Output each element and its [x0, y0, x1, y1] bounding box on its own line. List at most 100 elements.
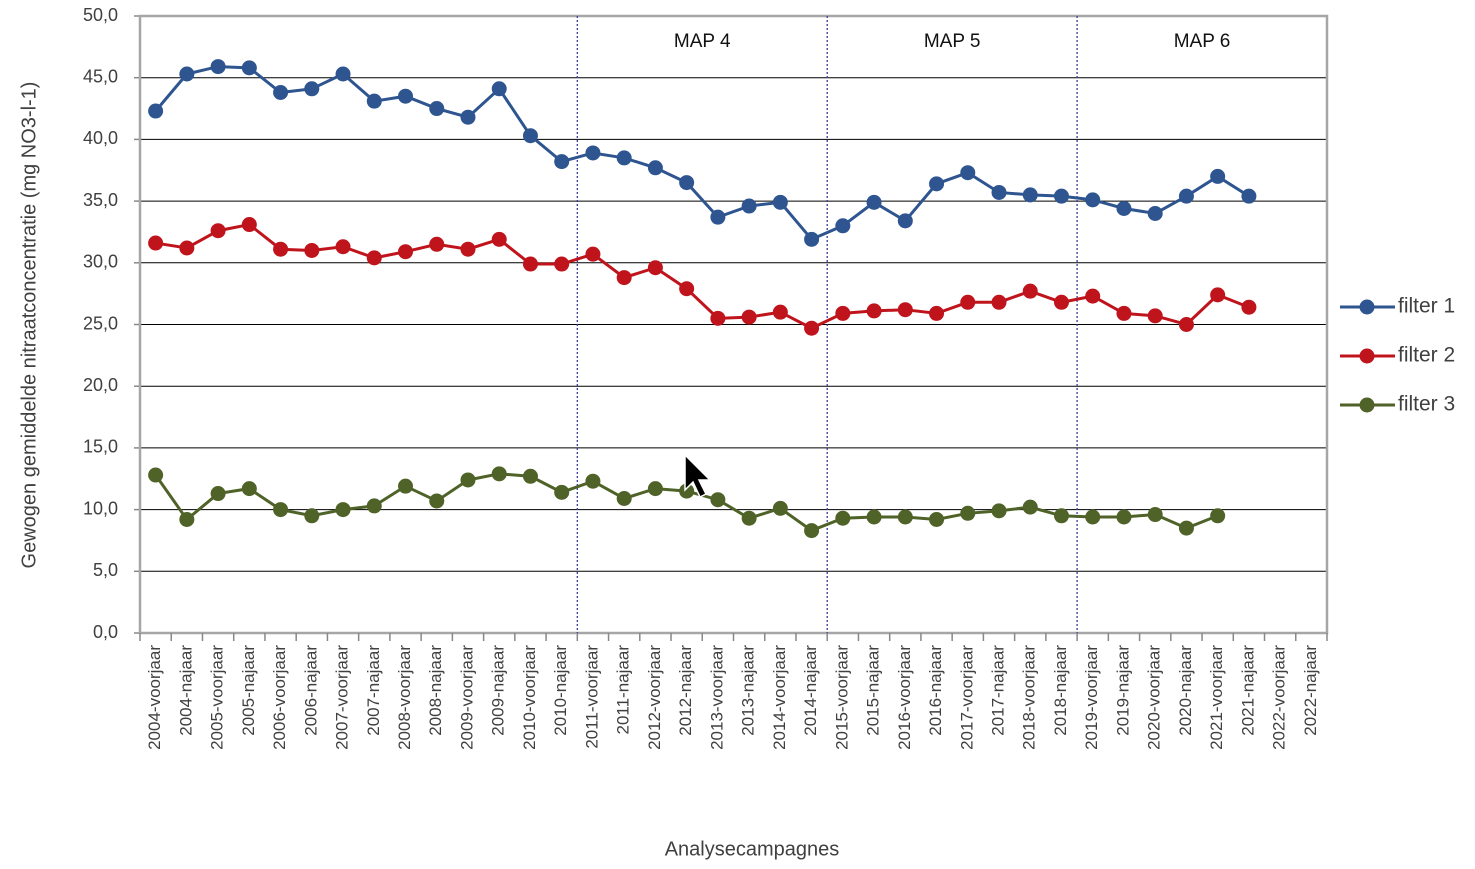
- data-point: [835, 305, 851, 321]
- x-tick-label: 2012-voorjaar: [645, 645, 664, 750]
- data-point: [1116, 305, 1132, 321]
- data-point: [710, 209, 726, 225]
- data-point: [647, 481, 663, 497]
- data-point: [585, 473, 601, 489]
- legend-label: filter 2: [1398, 344, 1455, 367]
- y-tick-label: 25,0: [83, 313, 118, 333]
- data-point: [647, 160, 663, 176]
- data-point: [210, 59, 226, 75]
- data-point: [1022, 499, 1038, 515]
- x-tick-label: 2008-voorjaar: [395, 645, 414, 750]
- data-point: [866, 303, 882, 319]
- data-point: [1241, 299, 1257, 315]
- data-point: [241, 60, 257, 76]
- x-tick-label: 2007-voorjaar: [333, 645, 352, 750]
- x-tick-label: 2008-najaar: [426, 645, 445, 736]
- y-tick-label: 0,0: [93, 622, 118, 642]
- data-point: [929, 511, 945, 527]
- x-tick-label: 2005-najaar: [239, 645, 258, 736]
- y-tick-label: 45,0: [83, 66, 118, 86]
- legend-marker: [1359, 299, 1375, 315]
- data-point: [1241, 188, 1257, 204]
- x-tick-label: 2004-voorjaar: [145, 645, 164, 750]
- data-point: [1178, 188, 1194, 204]
- x-tick-label: 2016-voorjaar: [895, 645, 914, 750]
- data-point: [772, 500, 788, 516]
- data-point: [960, 294, 976, 310]
- data-point: [460, 109, 476, 125]
- data-point: [710, 492, 726, 508]
- data-point: [1178, 520, 1194, 536]
- period-label: MAP 5: [924, 31, 981, 52]
- data-point: [335, 239, 351, 255]
- data-point: [960, 505, 976, 521]
- y-tick-label: 50,0: [83, 5, 118, 25]
- data-point: [1053, 294, 1069, 310]
- data-point: [241, 481, 257, 497]
- x-tick-label: 2021-najaar: [1238, 645, 1257, 736]
- data-point: [772, 304, 788, 320]
- y-tick-label: 10,0: [83, 498, 118, 518]
- data-point: [1022, 187, 1038, 203]
- data-point: [148, 235, 164, 251]
- x-tick-label: 2009-voorjaar: [457, 645, 476, 750]
- x-tick-label: 2014-voorjaar: [770, 645, 789, 750]
- data-point: [1085, 509, 1101, 525]
- data-point: [1147, 205, 1163, 221]
- x-tick-label: 2005-voorjaar: [208, 645, 227, 750]
- data-point: [804, 231, 820, 247]
- data-point: [522, 256, 538, 272]
- data-point: [398, 478, 414, 494]
- series-line: [155, 222, 1250, 330]
- data-point: [991, 503, 1007, 519]
- x-tick-label: 2010-voorjaar: [520, 645, 539, 750]
- data-point: [772, 194, 788, 210]
- x-tick-label: 2013-voorjaar: [707, 645, 726, 750]
- data-point: [1053, 508, 1069, 524]
- x-tick-label: 2021-voorjaar: [1207, 645, 1226, 750]
- x-tick-label: 2014-najaar: [801, 645, 820, 736]
- x-tick-label: 2006-voorjaar: [270, 645, 289, 750]
- y-tick-label: 30,0: [83, 252, 118, 272]
- data-point: [366, 250, 382, 266]
- data-point: [148, 103, 164, 119]
- legend-label: filter 3: [1398, 393, 1455, 416]
- data-point: [991, 184, 1007, 200]
- legend-marker: [1359, 348, 1375, 364]
- data-point: [273, 85, 289, 101]
- data-point: [273, 502, 289, 518]
- data-point: [616, 490, 632, 506]
- data-point: [460, 241, 476, 257]
- x-tick-label: 2017-najaar: [988, 645, 1007, 736]
- data-point: [960, 165, 976, 181]
- x-tick-label: 2022-voorjaar: [1270, 645, 1289, 750]
- x-tick-label: 2007-najaar: [364, 645, 383, 736]
- data-point: [929, 176, 945, 192]
- data-point: [1116, 509, 1132, 525]
- data-point: [398, 244, 414, 260]
- x-tick-label: 2015-najaar: [864, 645, 883, 736]
- data-point: [741, 510, 757, 526]
- data-point: [585, 145, 601, 161]
- data-point: [210, 486, 226, 502]
- data-point: [304, 81, 320, 97]
- data-point: [522, 468, 538, 484]
- data-point: [1022, 283, 1038, 299]
- data-point: [1147, 308, 1163, 324]
- data-point: [148, 467, 164, 483]
- data-point: [522, 128, 538, 144]
- x-tick-label: 2012-najaar: [676, 645, 695, 736]
- data-point: [366, 498, 382, 514]
- period-label: MAP 4: [674, 31, 731, 52]
- data-point: [304, 508, 320, 524]
- x-tick-label: 2015-voorjaar: [832, 645, 851, 750]
- x-axis-title: Analysecampagnes: [665, 838, 840, 860]
- data-point: [679, 483, 695, 499]
- data-point: [1178, 317, 1194, 332]
- data-point: [335, 66, 351, 82]
- data-point: [1210, 168, 1226, 184]
- data-point: [1210, 287, 1226, 303]
- data-point: [1147, 507, 1163, 523]
- x-tick-label: 2016-najaar: [926, 645, 945, 736]
- data-point: [1085, 288, 1101, 304]
